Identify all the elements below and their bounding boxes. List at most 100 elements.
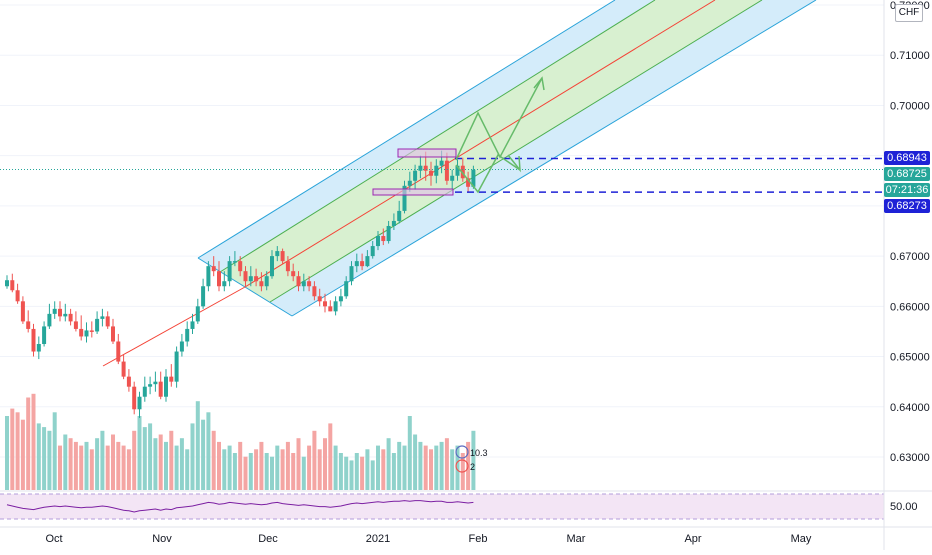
volume-bar <box>238 441 243 490</box>
candle-body <box>31 328 36 352</box>
candle-body <box>259 281 264 287</box>
volume-bar <box>158 434 163 490</box>
volume-bar <box>211 430 216 490</box>
time-tick-label: 2021 <box>366 533 390 545</box>
candle-body <box>132 386 137 410</box>
candle-body <box>301 281 306 287</box>
projection-arrow-head-2 <box>507 154 521 173</box>
volume-bar <box>439 441 444 490</box>
candle-body <box>418 165 423 171</box>
volume-bar <box>444 438 449 490</box>
time-tick-label: Oct <box>45 533 62 545</box>
candle-body <box>190 321 195 329</box>
volume-bar <box>58 445 62 490</box>
candle-body <box>63 313 68 317</box>
volume-bar <box>243 456 248 490</box>
volume-bar <box>89 449 94 490</box>
volume-bar <box>5 416 9 490</box>
median-line <box>244 0 716 288</box>
projection-arrow-head <box>533 76 545 91</box>
volume-bar <box>206 412 211 490</box>
candle-body <box>243 271 248 282</box>
volume-bar <box>153 438 158 490</box>
volume-bar <box>26 397 31 490</box>
rsi-tick-label: 50.00 <box>890 501 918 513</box>
volume-bar <box>148 423 153 490</box>
candle-body <box>84 330 89 337</box>
price-tick-label: 0.67000 <box>890 251 930 263</box>
volume-bar <box>323 438 327 490</box>
candle-body <box>471 169 476 187</box>
last-price-tag: 0.68725 <box>884 167 930 181</box>
volume-bar <box>370 460 375 490</box>
volume-bar <box>301 456 306 490</box>
candle-body <box>285 261 290 272</box>
drawings: 10.32 <box>0 76 884 473</box>
projection-path-upper <box>455 77 543 161</box>
candle-body <box>307 281 312 287</box>
candle-body <box>296 276 301 287</box>
volume-bar <box>471 430 476 490</box>
candle-body <box>455 165 460 176</box>
candle-body <box>126 376 131 387</box>
candle-body <box>344 281 349 297</box>
price-tick-label: 0.71000 <box>890 50 930 62</box>
time-tick-label: Mar <box>567 533 586 545</box>
volume-bar <box>455 445 460 490</box>
volume-bar <box>275 445 280 490</box>
volume-bar <box>344 456 349 490</box>
candle-body <box>153 381 158 385</box>
candle-body <box>121 361 126 377</box>
volume-bar <box>42 427 47 490</box>
volume-bar <box>68 438 73 490</box>
volume-bar <box>174 445 179 490</box>
candle-body <box>211 266 216 272</box>
candle-body <box>354 261 359 267</box>
rsi-band <box>0 494 884 519</box>
candle-body <box>376 236 380 247</box>
rsi-line <box>6 500 474 513</box>
volume-bar <box>418 441 423 490</box>
candle-body <box>439 160 444 166</box>
candle-body <box>248 276 253 282</box>
candle-body <box>238 261 243 272</box>
volume-bar <box>132 430 137 490</box>
candle-body <box>79 328 84 337</box>
countdown-tag: 07:21:36 <box>884 183 930 197</box>
volume-bar <box>285 441 290 490</box>
time-axis: Oct Nov Dec 2021 Feb Mar Apr May <box>45 533 811 545</box>
volume-bar <box>429 449 433 490</box>
time-tick-label: Dec <box>258 533 278 545</box>
candle-body <box>450 175 455 181</box>
volume-bar <box>312 430 317 490</box>
volume-bar <box>47 430 52 490</box>
volume-bar <box>217 441 221 490</box>
price-tick-label: 0.66000 <box>890 301 930 313</box>
time-tick-label: Nov <box>152 533 172 545</box>
candle-body <box>26 321 31 329</box>
volume-bar <box>248 453 253 490</box>
volume-bar <box>413 434 418 490</box>
volume-bar <box>195 401 200 490</box>
candle-body <box>47 313 52 327</box>
candle-body <box>280 251 285 262</box>
candle-body <box>217 271 221 287</box>
candle-body <box>73 321 78 329</box>
candle-body <box>460 165 465 179</box>
volume-bar <box>63 434 68 490</box>
volume-bar <box>264 453 269 490</box>
currency-badge[interactable]: CHF <box>895 4 923 22</box>
volume-bar <box>222 449 227 490</box>
price-tick-label: 0.64000 <box>890 402 930 414</box>
candle-body <box>116 341 121 362</box>
volume-bar <box>95 438 100 490</box>
volume-bar <box>52 412 57 490</box>
price-tick-label: 0.65000 <box>890 352 930 364</box>
volume-bar <box>31 393 36 490</box>
volume-bar <box>73 441 78 490</box>
candle-body <box>270 256 274 277</box>
volume-bar <box>232 453 237 490</box>
candle-body <box>58 308 62 317</box>
